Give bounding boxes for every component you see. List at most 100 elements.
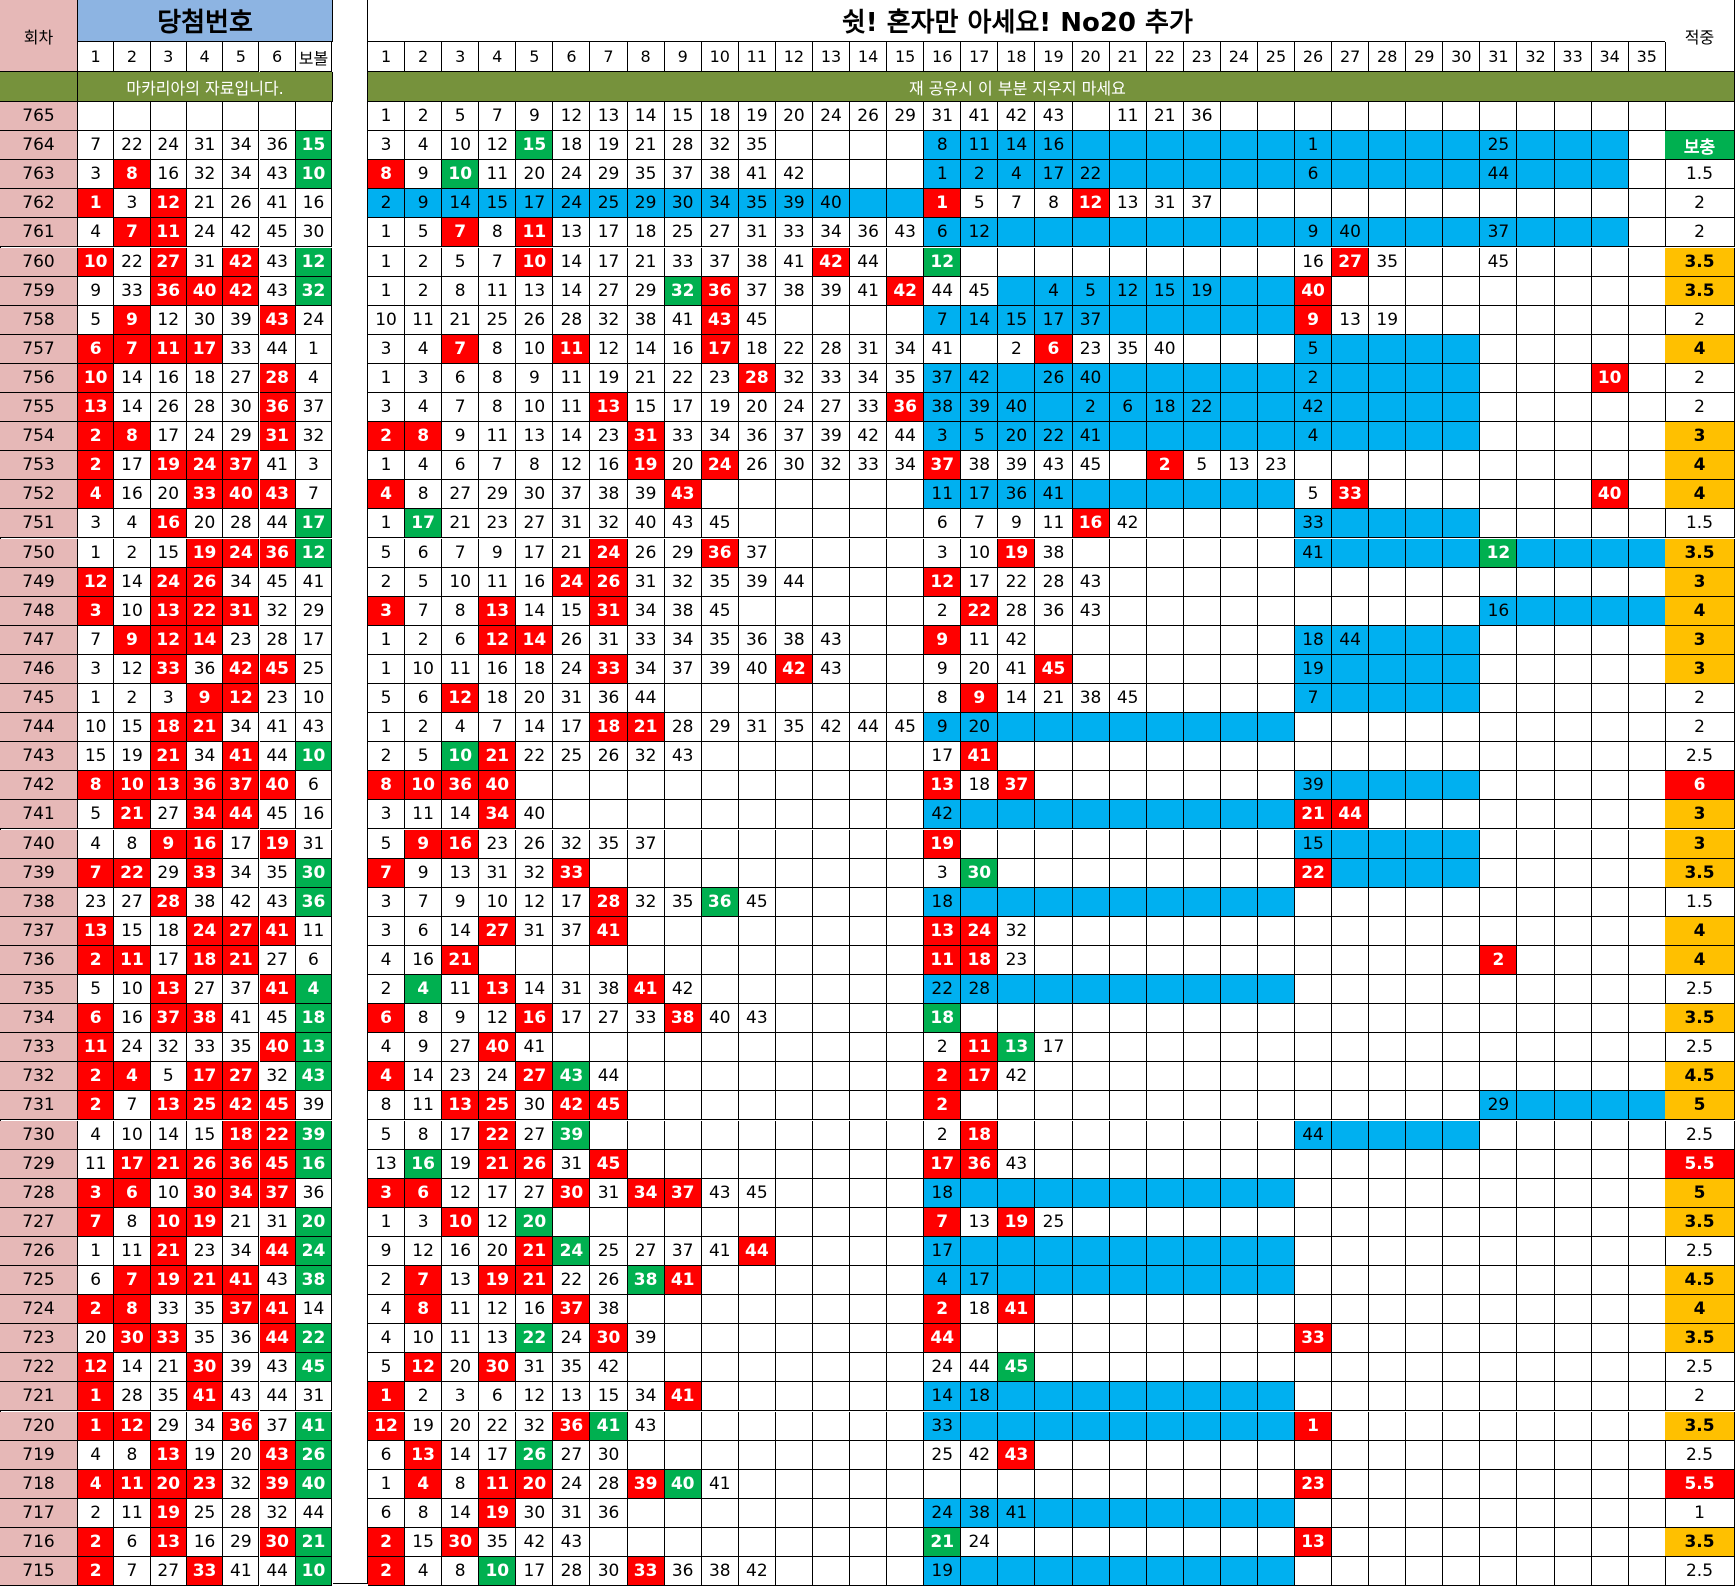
grid-number[interactable]: 34 [850,363,888,393]
grid-number[interactable] [1183,1062,1221,1092]
win-number[interactable]: 29 [150,1411,187,1441]
grid-number[interactable] [1035,1440,1073,1470]
win-number[interactable]: 2 [78,422,115,452]
grid-number[interactable] [1035,1091,1073,1121]
grid-number[interactable]: 25 [590,189,628,219]
grid-number[interactable] [1035,393,1073,423]
grid-number[interactable]: 14 [553,422,591,452]
grid-number[interactable]: 11 [442,654,480,684]
grid-number[interactable] [1295,1295,1333,1325]
grid-number[interactable] [1220,1498,1258,1528]
grid-number[interactable] [1480,1527,1518,1557]
grid-number[interactable]: 7 [924,305,962,335]
grid-number[interactable]: 17 [479,1440,517,1470]
grid-number[interactable] [627,771,665,801]
grid-number[interactable]: 37 [627,829,665,859]
grid-number[interactable] [1183,1498,1221,1528]
grid-number[interactable]: 10 [479,887,517,917]
grid-number[interactable] [1406,451,1444,481]
grid-number[interactable]: 31 [738,713,776,743]
grid-number[interactable]: 28 [553,305,591,335]
grid-number[interactable] [1480,1469,1518,1499]
grid-number[interactable] [1591,1033,1629,1063]
grid-number[interactable] [1369,1266,1407,1296]
win-number[interactable]: 28 [223,1498,260,1528]
win-number[interactable]: 34 [223,1236,260,1266]
grid-number[interactable] [1406,131,1444,161]
grid-number[interactable]: 9 [1295,218,1333,248]
grid-number[interactable] [1220,625,1258,655]
grid-number[interactable] [1443,713,1481,743]
grid-number[interactable] [1554,247,1592,277]
grid-number[interactable]: 31 [627,567,665,597]
win-number[interactable]: 16 [186,829,224,859]
grid-number[interactable]: 36 [1035,596,1073,626]
grid-number[interactable] [775,1236,813,1266]
grid-number[interactable]: 33 [1295,509,1333,539]
grid-number[interactable] [775,1120,813,1150]
grid-number[interactable]: 11 [553,393,591,423]
grid-number[interactable]: 4 [405,1469,443,1499]
banner-score-cell[interactable] [1665,72,1735,102]
grid-number[interactable] [812,916,851,946]
grid-number[interactable] [1109,1062,1147,1092]
grid-number[interactable] [1183,975,1221,1005]
grid-number[interactable]: 10 [479,1557,517,1586]
grid-number[interactable]: 30 [516,1498,554,1528]
win-number[interactable]: 20 [186,509,224,539]
win-number[interactable]: 16 [150,363,187,393]
grid-number[interactable] [998,1411,1036,1441]
grid-number[interactable] [1406,422,1444,452]
grid-number[interactable]: 7 [924,1207,962,1237]
grid-number[interactable] [1332,829,1370,859]
grid-number[interactable] [1146,829,1184,859]
win-col-header[interactable]: 5 [223,42,260,72]
grid-number[interactable]: 37 [553,1295,591,1325]
grid-number[interactable] [1220,363,1258,393]
grid-number[interactable] [887,1382,925,1412]
grid-number[interactable] [1072,1353,1110,1383]
win-number[interactable]: 4 [78,1469,115,1499]
grid-number[interactable]: 11 [1109,102,1147,132]
grid-number[interactable] [1332,945,1370,975]
grid-number[interactable] [961,1411,999,1441]
grid-number[interactable] [1517,742,1555,772]
grid-number[interactable]: 6 [442,625,480,655]
grid-number[interactable]: 5 [405,567,443,597]
grid-number[interactable] [775,1469,813,1499]
win-number[interactable]: 29 [150,858,187,888]
win-number[interactable]: 13 [295,1033,333,1063]
grid-number[interactable]: 30 [479,1353,517,1383]
grid-number[interactable] [1628,713,1666,743]
grid-number[interactable] [738,916,776,946]
grid-number[interactable]: 39 [701,654,739,684]
grid-number[interactable] [627,916,665,946]
grid-number[interactable]: 9 [479,538,517,568]
grid-number[interactable]: 36 [701,538,739,568]
grid-number[interactable]: 20 [516,684,554,714]
grid-number[interactable] [1591,509,1629,539]
grid-number[interactable] [701,1033,739,1063]
win-number[interactable]: 1 [78,684,115,714]
win-number[interactable]: 18 [150,713,187,743]
grid-number[interactable]: 31 [1146,189,1184,219]
grid-number[interactable]: 11 [479,1469,517,1499]
grid-number[interactable] [1332,1557,1370,1586]
grid-number[interactable] [1443,887,1481,917]
grid-number[interactable] [1443,422,1481,452]
grid-number[interactable] [1443,131,1481,161]
win-number[interactable]: 29 [223,1527,260,1557]
grid-number[interactable]: 16 [1072,509,1110,539]
grid-number[interactable] [1480,422,1518,452]
grid-number[interactable]: 38 [1072,684,1110,714]
win-number[interactable]: 28 [150,887,187,917]
grid-number[interactable] [738,1295,776,1325]
win-number[interactable]: 33 [186,858,224,888]
grid-number[interactable] [1517,829,1555,859]
win-number[interactable]: 8 [114,160,151,190]
grid-number[interactable] [887,1557,925,1586]
grid-number[interactable] [924,1469,962,1499]
grid-number[interactable] [1443,1353,1481,1383]
grid-number[interactable] [887,800,925,830]
grid-number[interactable]: 19 [738,102,776,132]
